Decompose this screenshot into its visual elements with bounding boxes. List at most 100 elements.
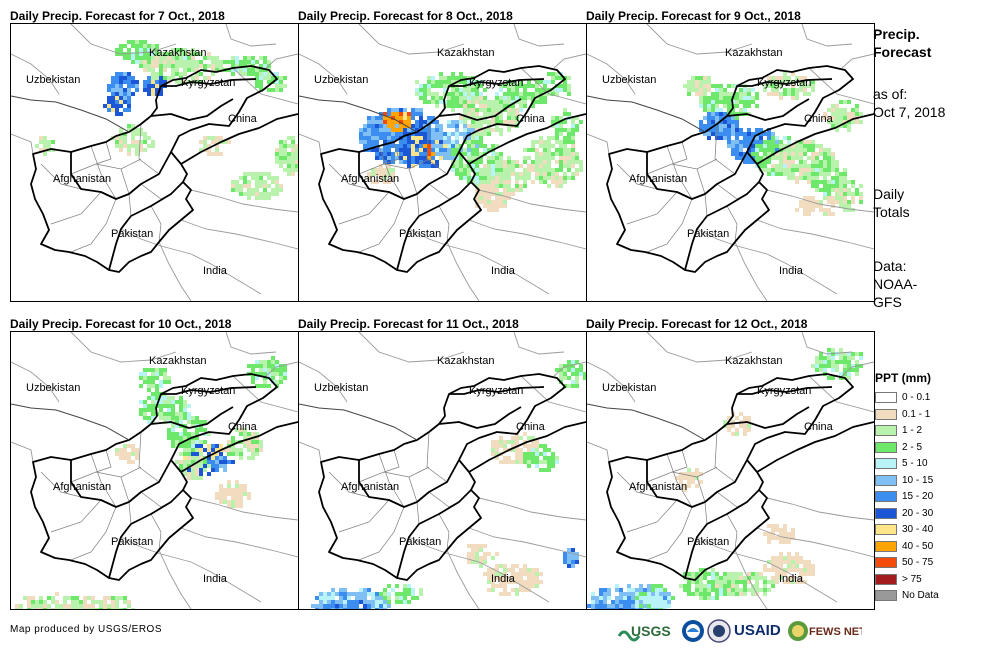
country-label-afghanistan: Afghanistan <box>53 173 111 185</box>
legend-label: 40 - 50 <box>902 540 933 553</box>
country-label-pakistan: Pakistan <box>111 536 153 548</box>
legend-label: > 75 <box>902 573 922 586</box>
data-line: Data: <box>873 257 917 275</box>
country-label-india: India <box>491 573 516 585</box>
credit-text: Map produced by USGS/EROS <box>10 624 162 635</box>
country-borders <box>319 374 586 580</box>
sidebar-data-source: Data: NOAA- GFS <box>873 257 917 311</box>
legend-label: 5 - 10 <box>902 457 928 470</box>
legend-swatch <box>875 590 897 601</box>
logos-svg: USGS USAID FEWS NET <box>617 616 862 646</box>
country-label-india: India <box>779 573 804 585</box>
totals-line: Totals <box>873 203 910 221</box>
country-label-china: China <box>228 113 258 125</box>
legend-label: 2 - 5 <box>902 441 922 454</box>
legend-swatch <box>875 557 897 568</box>
country-label-pakistan: Pakistan <box>687 536 729 548</box>
country-label-china: China <box>228 421 258 433</box>
country-label-kazakhstan: Kazakhstan <box>437 47 494 59</box>
panel-title: Daily Precip. Forecast for 12 Oct., 2018 <box>586 317 807 331</box>
legend-swatch <box>875 425 897 436</box>
country-label-kazakhstan: Kazakhstan <box>437 355 494 367</box>
panel-title: Daily Precip. Forecast for 7 Oct., 2018 <box>10 9 225 23</box>
country-label-uzbekistan: Uzbekistan <box>314 382 368 394</box>
country-label-afghanistan: Afghanistan <box>341 173 399 185</box>
country-label-kyrgyzstan: Kyrgyzstan <box>181 77 235 89</box>
country-label-uzbekistan: Uzbekistan <box>26 74 80 86</box>
country-label-afghanistan: Afghanistan <box>341 481 399 493</box>
panel-title: Daily Precip. Forecast for 9 Oct., 2018 <box>586 9 801 23</box>
uzbek-border <box>587 404 705 440</box>
asof-label: as of: <box>873 85 945 103</box>
map-frame: Kazakhstan Uzbekistan Kyrgyzstan China Afgha… <box>298 23 587 302</box>
country-label-uzbekistan: Uzbekistan <box>314 74 368 86</box>
noaa-logo <box>682 620 704 642</box>
country-label-kazakhstan: Kazakhstan <box>725 355 782 367</box>
country-label-kyrgyzstan: Kyrgyzstan <box>757 385 811 397</box>
map-frame: Kazakhstan Uzbekistan Kyrgyzstan China Afgha… <box>10 23 299 302</box>
country-label-uzbekistan: Uzbekistan <box>602 74 656 86</box>
legend-label: 0.1 - 1 <box>902 408 930 421</box>
legend-swatch <box>875 574 897 585</box>
country-label-pakistan: Pakistan <box>399 228 441 240</box>
country-borders <box>607 374 874 580</box>
precip-map: Kazakhstan Uzbekistan Kyrgyzstan China Afgha… <box>11 24 298 301</box>
uzbek-border <box>11 404 129 440</box>
country-borders <box>31 66 298 272</box>
sidebar-asof: as of: Oct 7, 2018 <box>873 85 945 121</box>
legend-swatch <box>875 508 897 519</box>
precip-map: Kazakhstan Uzbekistan Kyrgyzstan China Afgha… <box>587 332 874 609</box>
country-label-india: India <box>203 265 228 277</box>
sidebar-totals: Daily Totals <box>873 185 910 221</box>
legend-swatch <box>875 541 897 552</box>
sidebar-title-line: Forecast <box>873 43 931 61</box>
dhs-seal-logo <box>708 620 730 642</box>
usgs-logo-text: USGS <box>631 623 671 639</box>
fewsnet-logo: FEWS NET <box>788 621 862 641</box>
precip-map: Kazakhstan Uzbekistan Kyrgyzstan China Afgha… <box>299 24 586 301</box>
legend-swatch <box>875 458 897 469</box>
country-label-afghanistan: Afghanistan <box>629 481 687 493</box>
legend-label: 1 - 2 <box>902 424 922 437</box>
usgs-logo: USGS <box>619 623 671 640</box>
usaid-logo: USAID <box>734 622 781 639</box>
legend-title: PPT (mm) <box>875 371 931 385</box>
neighbor-borders <box>587 332 874 609</box>
panel-title: Daily Precip. Forecast for 8 Oct., 2018 <box>298 9 513 23</box>
country-label-india: India <box>203 573 228 585</box>
legend-swatch <box>875 392 897 403</box>
totals-line: Daily <box>873 185 910 203</box>
country-label-pakistan: Pakistan <box>399 536 441 548</box>
country-label-kyrgyzstan: Kyrgyzstan <box>469 77 523 89</box>
legend-swatch <box>875 409 897 420</box>
country-label-uzbekistan: Uzbekistan <box>602 382 656 394</box>
panel-title: Daily Precip. Forecast for 11 Oct., 2018 <box>298 317 519 331</box>
fewsnet-logo-text: FEWS NET <box>809 626 862 638</box>
country-label-kazakhstan: Kazakhstan <box>149 47 206 59</box>
country-label-china: China <box>804 421 834 433</box>
legend-label: 30 - 40 <box>902 523 933 536</box>
country-label-pakistan: Pakistan <box>687 228 729 240</box>
uzbek-border <box>299 404 417 440</box>
country-label-india: India <box>491 265 516 277</box>
legend-label: 0 - 0.1 <box>902 391 930 404</box>
country-label-kyrgyzstan: Kyrgyzstan <box>181 385 235 397</box>
country-label-afghanistan: Afghanistan <box>53 481 111 493</box>
legend-label: 20 - 30 <box>902 507 933 520</box>
country-label-china: China <box>516 421 546 433</box>
panel-title: Daily Precip. Forecast for 10 Oct., 2018 <box>10 317 231 331</box>
legend-label: 50 - 75 <box>902 556 933 569</box>
uzbek-border <box>587 96 705 132</box>
legend-swatch <box>875 475 897 486</box>
country-label-china: China <box>516 113 546 125</box>
logo-strip: USGS USAID FEWS NET <box>617 616 862 646</box>
legend-swatch <box>875 491 897 502</box>
sidebar-title-line: Precip. <box>873 25 931 43</box>
legend-swatch <box>875 442 897 453</box>
legend-label: 15 - 20 <box>902 490 933 503</box>
